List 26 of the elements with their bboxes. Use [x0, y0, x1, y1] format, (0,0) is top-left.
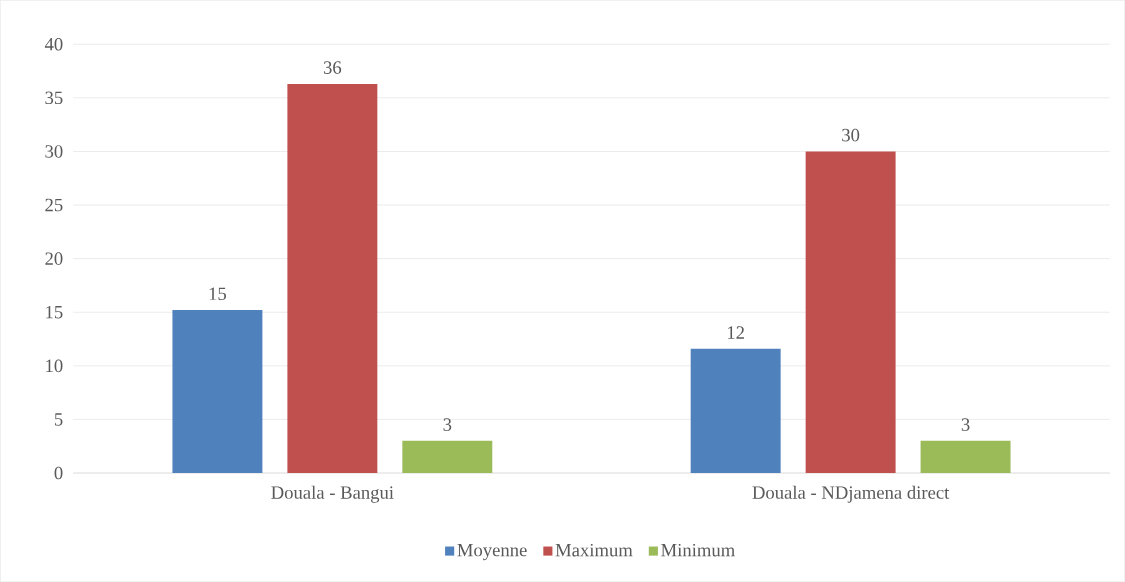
legend-label: Moyenne — [457, 543, 527, 561]
x-tick-label: Douala - Bangui — [271, 485, 394, 503]
y-tick-label: 40 — [44, 37, 63, 51]
y-tick-label: 5 — [54, 413, 63, 426]
y-tick-label: 10 — [46, 359, 63, 373]
bar — [805, 151, 896, 473]
y-tick-label: 20 — [45, 252, 63, 265]
bar — [920, 440, 1011, 473]
y-tick-label: 15 — [46, 305, 63, 319]
legend-label: Minimum — [661, 543, 735, 557]
y-tick-label: 0 — [54, 466, 63, 480]
data-label: 30 — [842, 128, 860, 142]
data-label: 3 — [961, 418, 970, 431]
data-label: 15 — [209, 287, 227, 300]
bar — [287, 83, 378, 473]
bar — [402, 440, 493, 473]
bar — [690, 348, 781, 473]
data-label: 36 — [323, 61, 342, 74]
x-tick-label: Douala - NDjamena direct — [752, 485, 950, 503]
y-tick-label: 35 — [45, 91, 63, 104]
legend-label: Maximum — [555, 543, 633, 557]
data-label: 12 — [727, 326, 744, 339]
y-tick-label: 30 — [45, 145, 63, 158]
data-label: 3 — [443, 418, 452, 431]
y-tick-label: 25 — [45, 198, 63, 212]
bar — [172, 309, 263, 473]
